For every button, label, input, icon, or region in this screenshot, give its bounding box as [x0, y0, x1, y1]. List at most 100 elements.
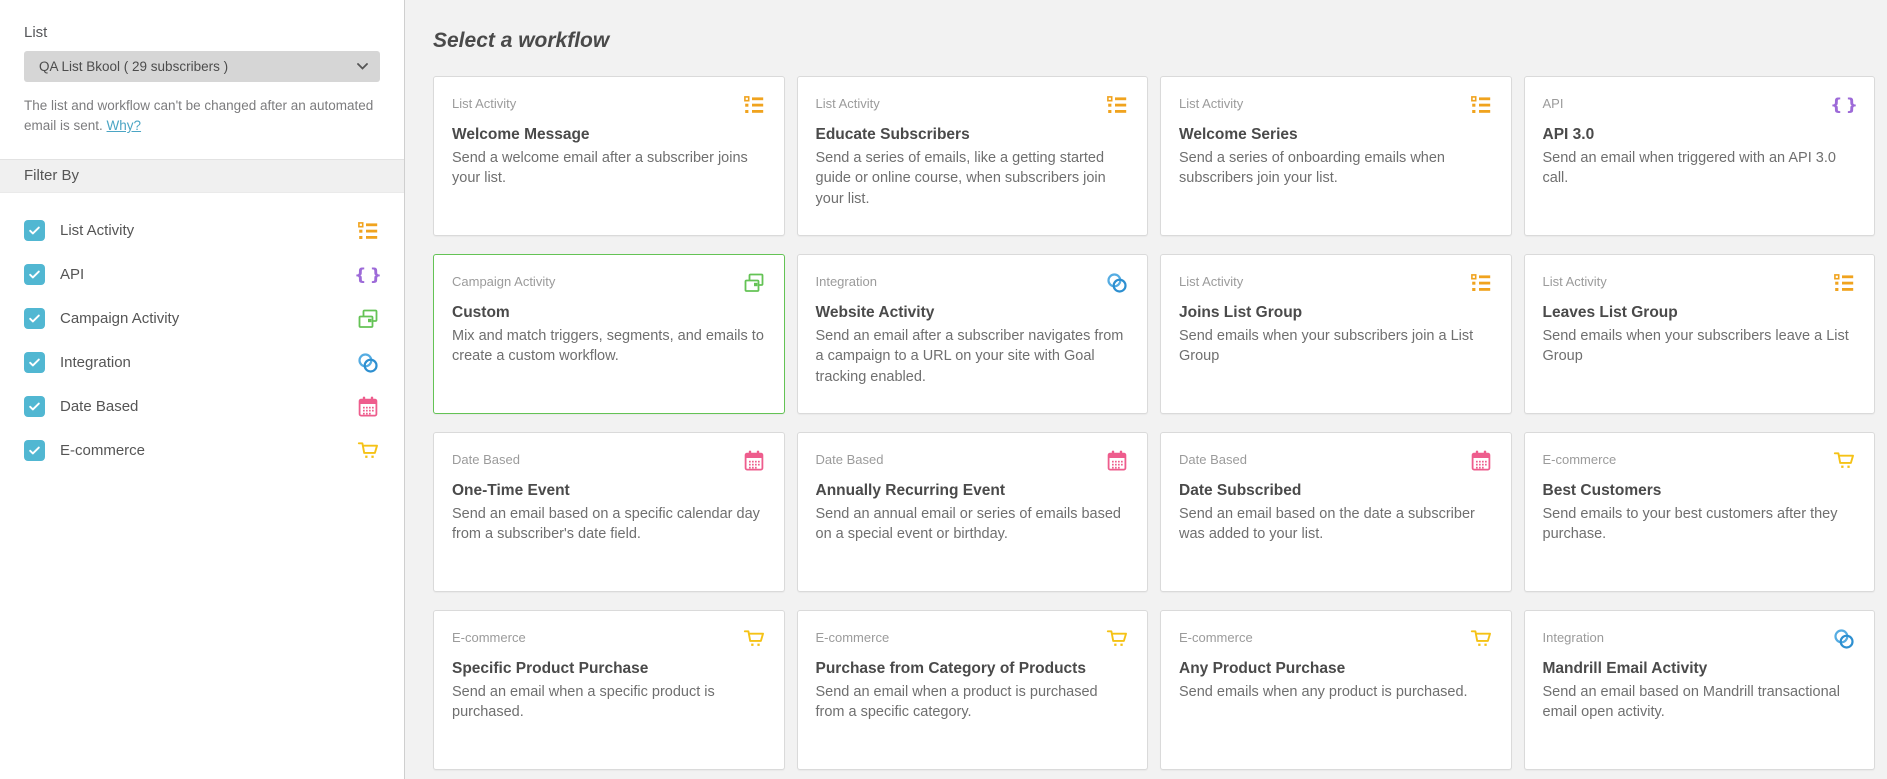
sidebar: List QA List Bkool ( 29 subscribers ) Th… [0, 0, 405, 779]
chevron-down-icon [357, 63, 368, 70]
filter-label: Date Based [60, 398, 139, 415]
card-category: List Activity [1179, 274, 1244, 289]
date-based-icon [742, 449, 766, 473]
checkbox-checked[interactable] [24, 440, 45, 461]
checkbox-checked[interactable] [24, 396, 45, 417]
card-category: Integration [1542, 630, 1604, 645]
filter-list: List Activity API { } Campaign Activity [0, 193, 404, 473]
card-category: E-commerce [1542, 452, 1617, 467]
filter-by-header: Filter By [0, 158, 404, 193]
card-description: Mix and match triggers, segments, and em… [452, 328, 764, 365]
card-category: Date Based [452, 452, 520, 467]
card-title: One-Time Event [452, 482, 570, 499]
date-based-icon [1469, 449, 1493, 473]
svg-text:{ }: { } [1832, 96, 1856, 116]
card-description: Send a welcome email after a subscriber … [452, 150, 748, 187]
list-dropdown-value: QA List Bkool ( 29 subscribers ) [39, 59, 229, 74]
campaign-activity-icon [356, 307, 380, 331]
workflow-card-specific-product-purchase[interactable]: E-commerce Specific Product Purchase Sen… [433, 610, 785, 770]
card-description: Send an email when a product is purchase… [815, 684, 1098, 721]
e-commerce-icon [1105, 627, 1129, 651]
filter-item-date-based[interactable]: Date Based [24, 385, 380, 429]
filter-label: List Activity [60, 222, 135, 239]
list-label: List [24, 24, 48, 41]
list-activity-icon [1105, 93, 1129, 117]
list-dropdown[interactable]: QA List Bkool ( 29 subscribers ) [24, 51, 380, 82]
why-link[interactable]: Why? [106, 118, 142, 134]
card-description: Send emails when your subscribers join a… [1179, 328, 1474, 365]
list-activity-icon [1832, 271, 1856, 295]
card-description: Send an email when a specific product is… [452, 684, 715, 721]
workflow-card-joins-list-group[interactable]: List Activity Joins List Group Send emai… [1160, 254, 1512, 414]
card-category: E-commerce [815, 630, 890, 645]
api-icon: { } [356, 263, 380, 287]
card-title: Annually Recurring Event [815, 482, 1005, 499]
svg-text:{ }: { } [356, 265, 380, 285]
card-title: Purchase from Category of Products [815, 660, 1086, 677]
card-category: Campaign Activity [452, 274, 556, 289]
card-description: Send emails to your best customers after… [1542, 506, 1838, 543]
card-title: Best Customers [1542, 482, 1662, 499]
e-commerce-icon [356, 439, 380, 463]
workflow-card-any-product-purchase[interactable]: E-commerce Any Product Purchase Send ema… [1160, 610, 1512, 770]
integration-icon [1832, 627, 1856, 651]
workflow-card-welcome-series[interactable]: List Activity Welcome Series Send a seri… [1160, 76, 1512, 236]
date-based-icon [1105, 449, 1129, 473]
card-category: E-commerce [452, 630, 526, 645]
workflow-card-leaves-list-group[interactable]: List Activity Leaves List Group Send ema… [1523, 254, 1875, 414]
list-section: List QA List Bkool ( 29 subscribers ) Th… [0, 0, 404, 137]
list-activity-icon [742, 93, 766, 117]
campaign-activity-icon [742, 271, 766, 295]
filter-item-list-activity[interactable]: List Activity [24, 209, 380, 253]
card-description: Send emails when your subscribers leave … [1542, 328, 1849, 365]
card-category: API [1542, 96, 1564, 111]
filter-item-e-commerce[interactable]: E-commerce [24, 429, 380, 473]
card-category: List Activity [815, 96, 880, 111]
card-category: Date Based [815, 452, 884, 467]
card-title: Joins List Group [1179, 304, 1303, 321]
filter-item-campaign-activity[interactable]: Campaign Activity [24, 297, 380, 341]
integration-icon [1105, 271, 1129, 295]
workflow-card-annually-recurring-event[interactable]: Date Based Annually Recurring Event Send… [796, 432, 1148, 592]
filter-item-api[interactable]: API { } [24, 253, 380, 297]
integration-icon [356, 351, 380, 375]
workflow-grid: List Activity Welcome Message Send a wel… [433, 76, 1875, 770]
checkbox-checked[interactable] [24, 352, 45, 373]
card-title: Website Activity [815, 304, 935, 321]
workflow-card-website-activity[interactable]: Integration Website Activity Send an ema… [796, 254, 1148, 414]
e-commerce-icon [1832, 449, 1856, 473]
card-title: Leaves List Group [1542, 304, 1678, 321]
card-description: Send an email after a subscriber navigat… [815, 328, 1124, 385]
page-title: Select a workflow [433, 29, 610, 52]
checkbox-checked[interactable] [24, 308, 45, 329]
filter-label: Campaign Activity [60, 310, 180, 327]
workflow-card-api-3-0[interactable]: API { } API 3.0 Send an email when trigg… [1523, 76, 1875, 236]
workflow-card-welcome-message[interactable]: List Activity Welcome Message Send a wel… [433, 76, 785, 236]
filter-label: E-commerce [60, 442, 146, 459]
list-activity-icon [356, 219, 380, 243]
card-description: Send an email based on Mandrill transact… [1542, 684, 1840, 721]
e-commerce-icon [1469, 627, 1493, 651]
workflow-card-date-subscribed[interactable]: Date Based Date Subscribed Send an email… [1160, 432, 1512, 592]
workflow-card-custom-selected[interactable]: Campaign Activity Custom Mix and match t… [433, 254, 785, 414]
card-description: Send an annual email or series of emails… [815, 506, 1121, 543]
card-title: API 3.0 [1542, 126, 1595, 143]
checkbox-checked[interactable] [24, 220, 45, 241]
card-description: Send an email based on a specific calend… [452, 506, 760, 543]
workflow-card-one-time-event[interactable]: Date Based One-Time Event Send an email … [433, 432, 785, 592]
checkbox-checked[interactable] [24, 264, 45, 285]
workflow-card-mandrill-email-activity[interactable]: Integration Mandrill Email Activity Send… [1523, 610, 1875, 770]
workflow-card-best-customers[interactable]: E-commerce Best Customers Send emails to… [1523, 432, 1875, 592]
card-description: Send a series of emails, like a getting … [815, 150, 1106, 207]
workflow-card-educate-subscribers[interactable]: List Activity Educate Subscribers Send a… [796, 76, 1148, 236]
card-title: Custom [452, 304, 510, 321]
card-category: Date Based [1179, 452, 1247, 467]
card-title: Welcome Message [452, 126, 590, 143]
card-description: Send an email when triggered with an API… [1542, 150, 1836, 187]
list-activity-icon [1469, 271, 1493, 295]
workflow-card-purchase-from-category[interactable]: E-commerce Purchase from Category of Pro… [796, 610, 1148, 770]
workflow-picker: Select a workflow List Activity Welcome … [405, 0, 1887, 779]
filter-item-integration[interactable]: Integration [24, 341, 380, 385]
card-category: List Activity [452, 96, 517, 111]
card-title: Welcome Series [1179, 126, 1298, 143]
